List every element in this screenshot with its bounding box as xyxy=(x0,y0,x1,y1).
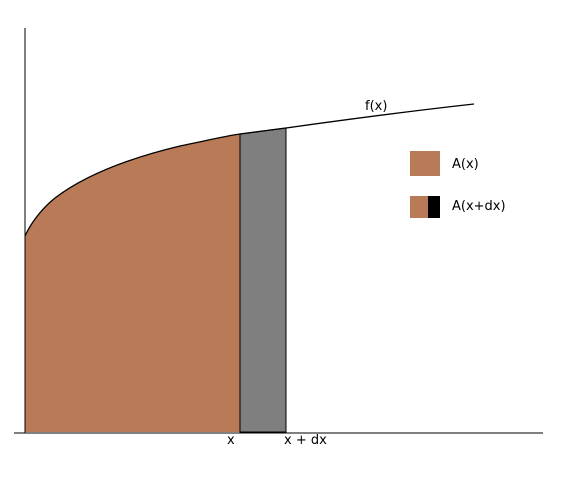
area-a-x-region xyxy=(25,134,240,432)
legend-swatch-area xyxy=(410,151,440,176)
legend-item-a-x: A(x) xyxy=(410,151,479,176)
legend-label: A(x+dx) xyxy=(452,199,506,214)
x-tick-label: x xyxy=(227,433,235,448)
dx-strip xyxy=(240,128,286,432)
legend: A(x) A(x+dx) xyxy=(410,151,506,218)
curve-label: f(x) xyxy=(365,99,387,114)
legend-item-a-x-plus-dx: A(x+dx) xyxy=(410,196,506,218)
legend-swatch-strip xyxy=(428,196,440,218)
x-plus-dx-tick-label: x + dx xyxy=(284,433,327,448)
legend-swatch-area xyxy=(410,196,428,218)
legend-label: A(x) xyxy=(452,157,479,172)
